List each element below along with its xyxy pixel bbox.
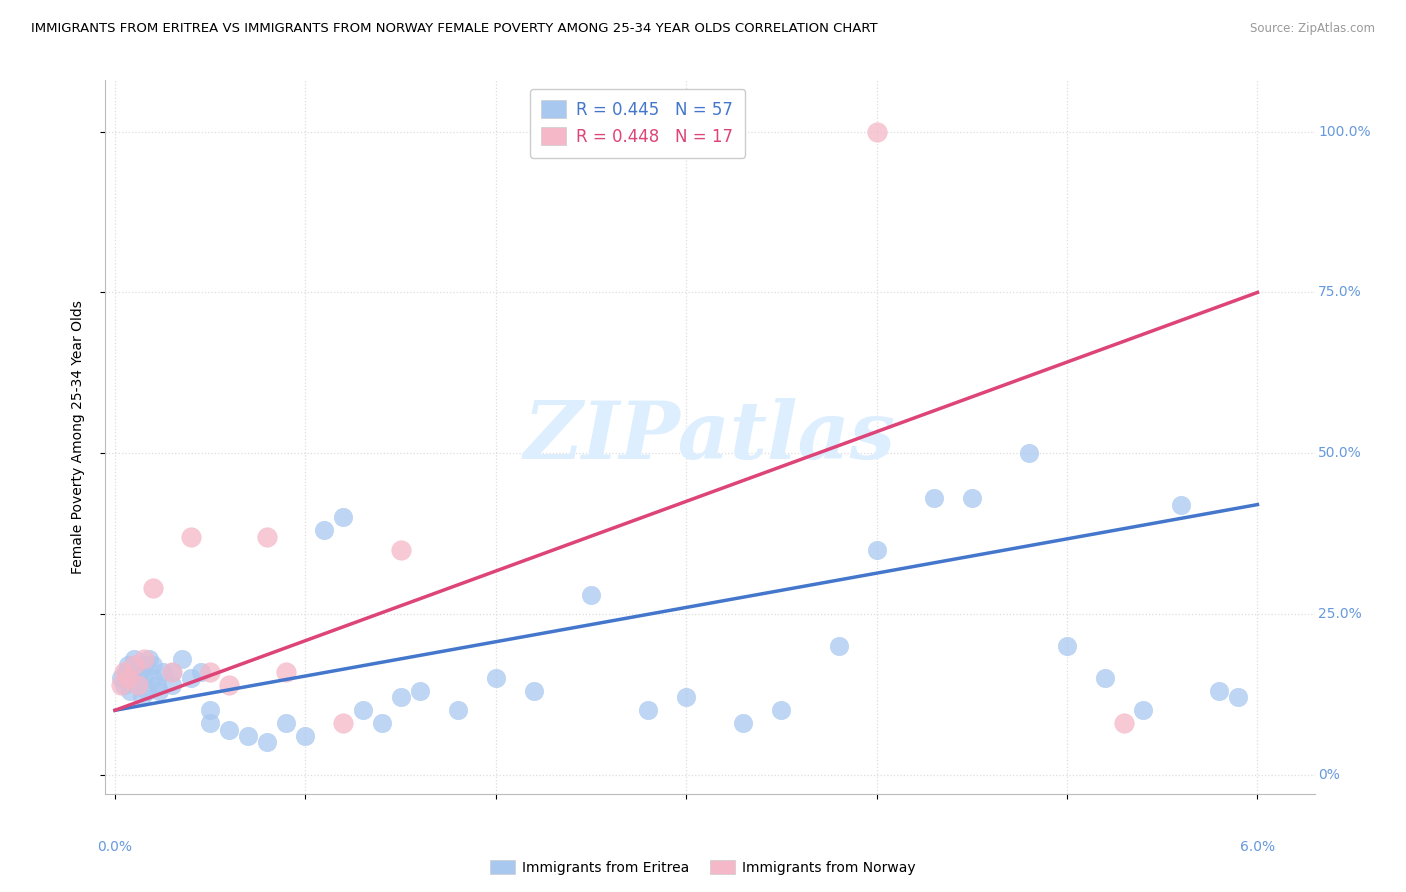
Point (114, 665, 136, 679)
Point (389, 542, 412, 557)
Point (637, 703, 659, 717)
Point (314, 524, 336, 538)
Text: 50.0%: 50.0% (1319, 446, 1362, 460)
Point (122, 665, 145, 679)
Point (866, 542, 889, 557)
Point (122, 658, 145, 673)
Point (110, 677, 132, 691)
Point (352, 703, 374, 717)
Legend: Immigrants from Eritrea, Immigrants from Norway: Immigrants from Eritrea, Immigrants from… (485, 855, 921, 880)
Point (152, 665, 174, 679)
Point (922, 491, 945, 505)
Text: 6.0%: 6.0% (1240, 840, 1275, 855)
Point (180, 530, 202, 544)
Point (1208, 684, 1230, 698)
Point (117, 658, 139, 673)
Point (122, 652, 145, 666)
Point (170, 652, 193, 666)
Point (148, 684, 170, 698)
Text: 0.0%: 0.0% (97, 840, 132, 855)
Point (115, 665, 138, 679)
Point (180, 671, 202, 685)
Point (218, 677, 240, 691)
Text: IMMIGRANTS FROM ERITREA VS IMMIGRANTS FROM NORWAY FEMALE POVERTY AMONG 25-34 YEA: IMMIGRANTS FROM ERITREA VS IMMIGRANTS FR… (31, 22, 877, 36)
Point (332, 716, 354, 731)
Point (523, 684, 546, 698)
Point (198, 716, 221, 731)
Point (1094, 671, 1116, 685)
Point (1170, 498, 1192, 512)
Point (120, 684, 142, 698)
Point (276, 716, 298, 731)
Point (198, 703, 221, 717)
Point (1114, 716, 1136, 731)
Point (132, 671, 155, 685)
Point (370, 716, 392, 731)
Point (160, 677, 183, 691)
Point (121, 671, 143, 685)
Point (127, 677, 149, 691)
Point (675, 690, 697, 705)
Point (138, 652, 160, 666)
Point (960, 491, 983, 505)
Point (134, 658, 156, 673)
Legend: R = 0.445   N = 57, R = 0.448   N = 17: R = 0.445 N = 57, R = 0.448 N = 17 (530, 88, 745, 158)
Point (256, 735, 278, 749)
Point (131, 690, 153, 705)
Point (117, 671, 139, 685)
Point (238, 729, 260, 743)
Point (827, 639, 849, 653)
Point (190, 665, 212, 679)
Point (1227, 690, 1250, 705)
Y-axis label: Female Poverty Among 25-34 Year Olds: Female Poverty Among 25-34 Year Olds (70, 300, 84, 574)
Point (256, 530, 278, 544)
Point (142, 658, 165, 673)
Point (136, 684, 159, 698)
Point (389, 690, 412, 705)
Text: 0%: 0% (1319, 768, 1340, 781)
Point (485, 671, 508, 685)
Point (1056, 639, 1078, 653)
Text: ZIPatlas: ZIPatlas (524, 399, 896, 475)
Point (408, 684, 430, 698)
Point (276, 665, 298, 679)
Point (866, 125, 889, 139)
Point (160, 665, 183, 679)
Point (1018, 446, 1040, 460)
Point (218, 723, 240, 737)
Text: 100.0%: 100.0% (1319, 125, 1371, 139)
Point (160, 665, 183, 679)
Point (332, 510, 354, 524)
Point (110, 671, 132, 685)
Point (127, 677, 149, 691)
Point (142, 581, 165, 595)
Point (447, 703, 470, 717)
Point (579, 588, 602, 602)
Point (770, 703, 793, 717)
Text: 75.0%: 75.0% (1319, 285, 1362, 300)
Text: 25.0%: 25.0% (1319, 607, 1362, 621)
Point (132, 652, 155, 666)
Point (128, 665, 150, 679)
Point (142, 671, 165, 685)
Point (1132, 703, 1154, 717)
Point (733, 716, 755, 731)
Point (146, 677, 169, 691)
Point (114, 677, 136, 691)
Point (294, 729, 316, 743)
Text: Source: ZipAtlas.com: Source: ZipAtlas.com (1250, 22, 1375, 36)
Point (198, 665, 221, 679)
